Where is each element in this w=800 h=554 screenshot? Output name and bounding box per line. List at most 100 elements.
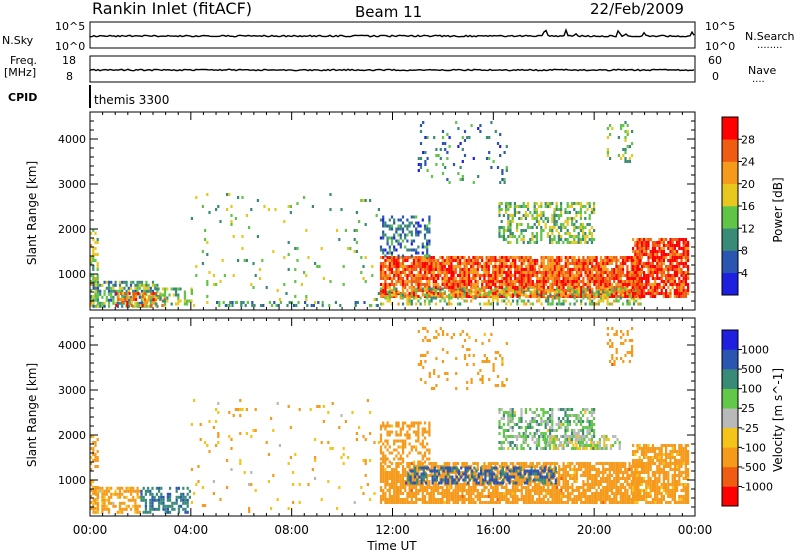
power-panel: 1000 2000 3000 4000 Slant Range [km] xyxy=(25,111,696,311)
x-tick-label: 04:00 xyxy=(174,523,209,537)
x-tick-label: 16:00 xyxy=(476,523,511,537)
velocity-region-7 xyxy=(417,327,508,390)
cpid-label: CPID xyxy=(8,91,37,104)
nsky-label: N.Sky xyxy=(2,34,34,47)
power-region-12 xyxy=(606,121,634,163)
velocity-panel: 1000 2000 3000 4000 00:00 04:00 08:00 12:00 16:… xyxy=(25,317,713,553)
velocity-region-6 xyxy=(379,421,431,464)
velocity-colorbar-tick: 100 xyxy=(741,383,762,396)
y-tick-label: 4000 xyxy=(58,339,86,352)
freq-unit: [MHz] xyxy=(4,66,36,79)
power-ylabel: Slant Range [km] xyxy=(25,161,39,265)
date-title: 22/Feb/2009 xyxy=(590,0,684,18)
velocity-region-9 xyxy=(543,435,621,450)
station-title: Rankin Inlet (fitACF) xyxy=(92,0,252,18)
velocity-ylabel: Slant Range [km] xyxy=(25,363,39,467)
power-region-8 xyxy=(379,215,431,258)
freq-left-top: 18 xyxy=(62,54,76,67)
y-tick-label: 2000 xyxy=(58,223,86,236)
y-tick-label: 1000 xyxy=(58,474,86,487)
x-tick-label: 08:00 xyxy=(274,523,309,537)
velocity-colorbar-segment xyxy=(722,349,738,370)
velocity-region-1 xyxy=(92,486,141,514)
velocity-colorbar-segment xyxy=(722,486,738,507)
power-region-6 xyxy=(379,256,642,298)
nsearch-label: N.Search xyxy=(745,30,795,43)
x-axis-label: Time UT xyxy=(366,539,417,553)
power-colorbar-segment xyxy=(722,228,738,251)
power-region-11 xyxy=(632,238,690,298)
velocity-colorbar-segment xyxy=(722,330,738,350)
power-region-3 xyxy=(155,287,193,306)
velocity-colorbar-segment xyxy=(722,408,738,429)
power-region-5 xyxy=(216,301,379,307)
power-colorbar-tick: 8 xyxy=(741,245,748,258)
cpid-program: themis 3300 xyxy=(94,93,169,107)
freq-right-top: 60 xyxy=(708,54,722,67)
power-colorbar-tick: 16 xyxy=(741,200,755,213)
x-tick-label: 20:00 xyxy=(577,523,612,537)
power-region-7 xyxy=(379,287,642,306)
velocity-colorbar-tick: 25 xyxy=(741,402,755,415)
nave-dots: .... xyxy=(752,74,765,85)
power-colorbar-segment xyxy=(722,161,738,185)
velocity-colorbar-segment xyxy=(722,466,738,487)
power-y-axis: 1000 2000 3000 4000 xyxy=(58,120,695,302)
velocity-region-10 xyxy=(632,444,690,504)
power-colorbar-tick: 28 xyxy=(741,133,755,146)
nsky-left-bottom: 10^0 xyxy=(55,40,85,53)
x-tick-label: 00:00 xyxy=(73,523,108,537)
x-tick-label: 12:00 xyxy=(375,523,410,537)
freq-label: Freq. xyxy=(10,54,37,67)
power-colorbar-tick: 24 xyxy=(741,156,755,169)
velocity-region-2 xyxy=(140,486,191,514)
power-colorbar-segment xyxy=(722,272,738,296)
nsky-right-bottom: 10^0 xyxy=(705,40,735,53)
freq-trace xyxy=(89,68,695,72)
x-tick-label: 00:00 xyxy=(678,523,713,537)
velocity-x-axis: 00:00 04:00 08:00 12:00 16:00 20:00 00:00 xyxy=(73,318,713,537)
y-tick-label: 2000 xyxy=(58,429,86,442)
velocity-colorbar-segment xyxy=(722,388,738,409)
nsearch-dots: ........ xyxy=(757,40,782,51)
power-region-10 xyxy=(498,202,596,244)
velocity-region-3 xyxy=(190,399,380,513)
velocity-colorbar-label: Velocity [m s^-1] xyxy=(771,368,785,472)
power-colorbar-tick: 12 xyxy=(741,222,755,235)
velocity-y-axis: 1000 2000 3000 4000 xyxy=(58,326,695,508)
velocity-colorbar: Velocity [m s^-1] -1000 -500 -100 -25 25 100 5… xyxy=(721,329,785,507)
power-colorbar-tick: 20 xyxy=(741,178,755,191)
power-data xyxy=(90,121,690,308)
nsky-trace xyxy=(89,28,695,38)
velocity-region-5 xyxy=(405,466,557,485)
power-x-ticks xyxy=(89,112,696,310)
velocity-region-11 xyxy=(606,327,634,366)
velocity-colorbar-segment xyxy=(722,447,738,468)
beam-title: Beam 11 xyxy=(355,3,422,21)
y-tick-label: 4000 xyxy=(58,133,86,146)
velocity-colorbar-tick: 500 xyxy=(741,363,762,376)
power-colorbar: Power [dB] 4 8 12 16 20 24 28 xyxy=(721,116,785,296)
power-region-9 xyxy=(417,121,508,184)
nsky-strip: N.Sky 10^5 10^0 10^5 10^0 N.Search .....… xyxy=(2,20,795,53)
power-region-4 xyxy=(190,193,380,307)
nsky-right-top: 10^5 xyxy=(705,20,735,33)
nsky-left-top: 10^5 xyxy=(55,20,85,33)
power-colorbar-segment xyxy=(722,250,738,274)
velocity-colorbar-segment xyxy=(722,427,738,448)
y-tick-label: 1000 xyxy=(58,268,86,281)
y-tick-label: 3000 xyxy=(58,178,86,191)
velocity-colorbar-segment xyxy=(722,369,738,389)
freq-left-bottom: 8 xyxy=(66,70,73,83)
cpid-strip: CPID themis 3300 xyxy=(8,85,169,108)
y-tick-label: 3000 xyxy=(58,384,86,397)
velocity-colorbar-tick: 1000 xyxy=(741,344,769,357)
nave-label: Nave xyxy=(748,64,776,77)
velocity-colorbar-tick: -25 xyxy=(741,422,759,435)
power-colorbar-segment xyxy=(722,139,738,162)
freq-right-bottom: 0 xyxy=(712,70,719,83)
velocity-data xyxy=(90,327,690,514)
velocity-colorbar-tick: -1000 xyxy=(741,480,773,493)
velocity-colorbar-tick: -100 xyxy=(741,441,766,454)
